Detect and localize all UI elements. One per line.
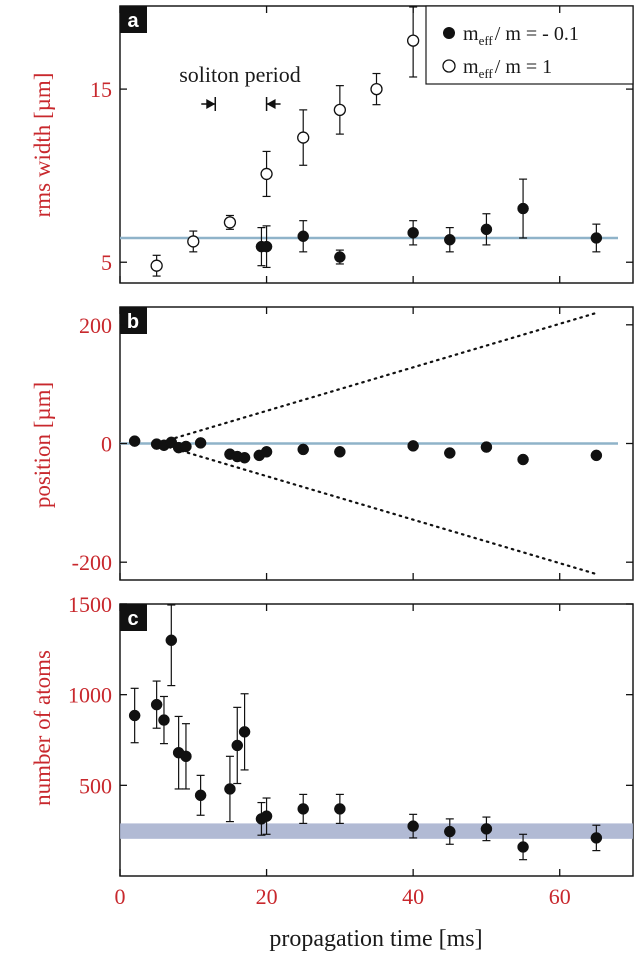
soliton-period-arrowhead-left xyxy=(206,99,216,109)
x-tick-label: 60 xyxy=(549,884,571,909)
data-point-filled xyxy=(297,803,309,815)
legend-open-sub: eff xyxy=(479,66,494,81)
x-tick-label: 40 xyxy=(402,884,424,909)
reference-band xyxy=(120,823,633,839)
panel-c-tag: c xyxy=(127,608,138,630)
data-point-filled xyxy=(297,230,309,243)
data-point-open xyxy=(370,82,383,96)
data-point-filled xyxy=(194,437,207,449)
data-point-filled xyxy=(297,443,309,456)
panel-c-ylabel: number of atoms xyxy=(30,650,55,806)
legend-box xyxy=(425,5,634,85)
data-point-filled xyxy=(444,233,456,246)
data-point-filled xyxy=(480,823,493,835)
panel-a-tag-box xyxy=(120,6,147,33)
data-point-filled xyxy=(194,789,207,802)
x-tick-label: 20 xyxy=(256,884,278,909)
y-tick-label: 200 xyxy=(79,313,112,338)
panel-c-frame xyxy=(119,603,634,877)
data-point-filled xyxy=(590,449,603,462)
data-point-filled xyxy=(517,841,529,853)
data-point-open xyxy=(187,235,200,248)
y-tick-label: 500 xyxy=(79,773,112,798)
data-point-filled xyxy=(238,451,251,464)
data-point-filled xyxy=(150,698,163,711)
data-point-open xyxy=(150,259,163,272)
legend: meff / m = - 0.1 meff / m = 1 xyxy=(425,5,634,85)
data-point-open xyxy=(406,34,420,47)
soliton-period-label: soliton period xyxy=(179,62,301,87)
data-point-filled xyxy=(128,435,141,447)
y-tick-label: 0 xyxy=(101,432,112,457)
data-point-open xyxy=(260,167,273,181)
legend-filled-sub: eff xyxy=(479,33,494,48)
data-point-filled xyxy=(590,232,603,244)
legend-entry-filled: meff / m = - 0.1 xyxy=(463,23,579,48)
data-point-open xyxy=(223,216,237,229)
panel-b-tag-box xyxy=(120,307,147,334)
data-point-open xyxy=(297,131,310,144)
x-tick-label: 0 xyxy=(115,884,126,909)
panel-c-tag-box xyxy=(120,604,147,631)
panel-a-ylabel: rms width [µm] xyxy=(30,73,55,218)
panel-b-underlay xyxy=(120,311,618,576)
data-point-filled xyxy=(480,223,493,236)
data-point-filled xyxy=(180,440,192,453)
legend-filled-rest: / m = - 0.1 xyxy=(495,23,579,45)
y-tick-label: 1000 xyxy=(68,683,112,708)
legend-open-rest: / m = 1 xyxy=(495,56,552,78)
data-point-filled xyxy=(260,240,273,253)
legend-entry-open: meff / m = 1 xyxy=(463,56,552,81)
dotted-guide-line-0 xyxy=(155,311,598,445)
panel-c-underlay xyxy=(120,823,633,839)
panel-b: b position [µm] -200 0 200 xyxy=(30,306,634,581)
data-point-open xyxy=(333,103,347,117)
data-point-filled xyxy=(590,832,603,844)
y-tick-label: -200 xyxy=(72,550,112,575)
data-point-filled xyxy=(334,803,346,815)
x-axis-label: propagation time [ms] xyxy=(269,926,482,952)
dotted-guide-line-1 xyxy=(155,442,598,576)
data-point-filled xyxy=(407,440,419,452)
data-point-filled xyxy=(444,825,456,838)
data-point-filled xyxy=(238,726,251,738)
legend-filled-m: m xyxy=(463,23,479,45)
data-point-filled xyxy=(180,750,192,763)
data-point-filled xyxy=(334,251,346,263)
legend-marker-filled xyxy=(443,27,455,39)
soliton-period-arrowhead-right xyxy=(266,99,276,109)
data-point-filled xyxy=(231,739,244,752)
data-point-filled xyxy=(407,227,419,239)
data-point-filled xyxy=(444,447,456,459)
panel-c: c number of atoms propagation time [ms] … xyxy=(30,592,634,952)
y-tick-label: 5 xyxy=(101,250,112,275)
panel-b-tag: b xyxy=(127,311,139,333)
data-point-filled xyxy=(165,634,178,647)
data-point-filled xyxy=(260,446,273,458)
legend-open-m: m xyxy=(463,56,479,78)
panel-b-ylabel: position [µm] xyxy=(30,382,55,508)
data-point-filled xyxy=(480,441,493,453)
data-point-filled xyxy=(334,446,346,458)
data-point-filled xyxy=(517,453,529,466)
panel-a-tag: a xyxy=(127,10,139,32)
data-point-filled xyxy=(517,202,529,215)
y-tick-label: 1500 xyxy=(68,592,112,617)
y-tick-label: 15 xyxy=(90,77,112,102)
data-point-filled xyxy=(224,783,236,795)
panel-a-frame xyxy=(119,5,634,284)
data-point-filled xyxy=(158,714,170,726)
data-point-filled xyxy=(260,810,273,822)
panel-a: a rms width [µm] soliton period meff / m … xyxy=(30,5,634,284)
data-point-filled xyxy=(128,709,141,722)
data-point-filled xyxy=(407,820,419,832)
legend-marker-open xyxy=(442,59,456,73)
